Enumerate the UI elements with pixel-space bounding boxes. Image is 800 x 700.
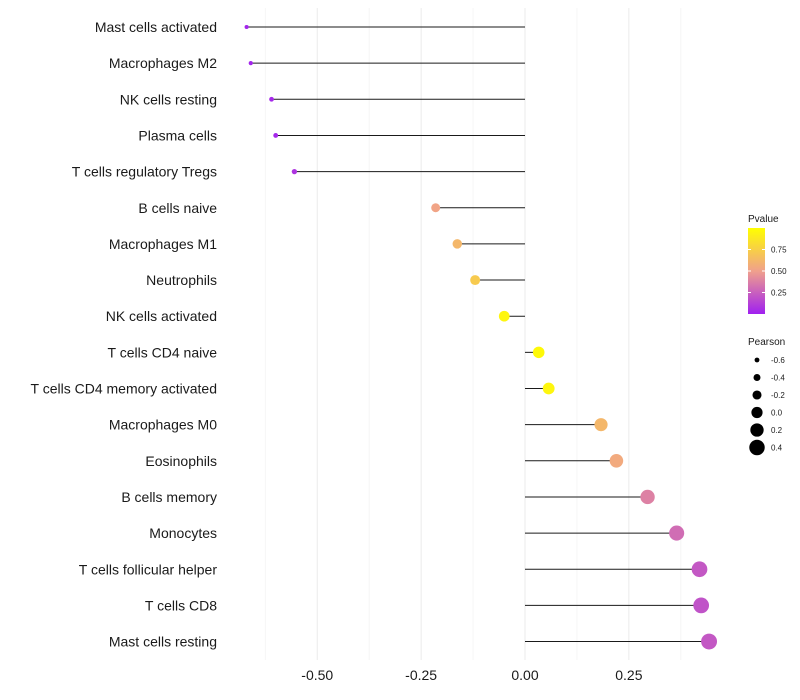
pearson-legend-dot xyxy=(753,374,761,381)
y-axis-label: NK cells resting xyxy=(120,91,217,107)
lollipop-point xyxy=(640,489,655,505)
pvalue-colorbar xyxy=(748,228,765,314)
x-tick-label: 0.00 xyxy=(511,667,538,683)
pvalue-legend-label: 0.75 xyxy=(771,246,787,255)
y-axis-label: Plasma cells xyxy=(138,127,217,143)
lollipop-point xyxy=(244,24,249,30)
y-axis-label: T cells CD8 xyxy=(145,597,217,613)
lollipop-point xyxy=(693,597,710,614)
y-axis-label: B cells memory xyxy=(121,489,217,505)
lollipop-points xyxy=(244,24,718,650)
pvalue-legend-label: 0.25 xyxy=(771,289,787,298)
lollipop-point xyxy=(532,346,545,359)
pearson-legend-label: 0.0 xyxy=(771,409,783,418)
pearson-legend-label: 0.4 xyxy=(771,444,783,453)
y-axis-label: Eosinophils xyxy=(145,453,217,469)
pearson-legend-label: -0.4 xyxy=(771,374,785,383)
pearson-legend-label: -0.6 xyxy=(771,356,785,365)
lollipop-point xyxy=(701,633,718,650)
lollipop-point xyxy=(470,275,481,286)
lollipop-point xyxy=(248,61,253,66)
y-axis-label: T cells follicular helper xyxy=(79,561,218,577)
lollipop-point xyxy=(669,525,685,541)
pearson-legend-dot xyxy=(752,390,762,400)
y-axis-label: T cells CD4 naive xyxy=(108,344,218,360)
pearson-legend-label: 0.2 xyxy=(771,426,783,435)
lollipop-point xyxy=(691,561,708,578)
y-axis-label: Mast cells resting xyxy=(109,634,217,650)
lollipop-point xyxy=(273,133,279,138)
pearson-legend-label: -0.2 xyxy=(771,391,785,400)
lollipop-point xyxy=(431,203,441,213)
lollipop-point xyxy=(291,168,298,175)
pearson-legend-title: Pearson xyxy=(748,337,785,348)
y-axis-label: T cells regulatory Tregs xyxy=(72,164,217,180)
pearson-legend: Pearson -0.6 -0.4 -0.2 0.0 0.2 0.4 xyxy=(748,337,785,456)
x-tick-label: 0.25 xyxy=(615,667,642,683)
lollipop-point xyxy=(609,454,624,468)
y-axis-label: Macrophages M2 xyxy=(109,55,217,71)
lollipop-point xyxy=(498,310,510,322)
y-axis-label: Macrophages M0 xyxy=(109,417,217,433)
lollipop-point xyxy=(542,382,555,395)
y-axis-label: Macrophages M1 xyxy=(109,236,217,252)
lollipop-point xyxy=(269,96,274,102)
pearson-legend-dot xyxy=(751,406,763,419)
y-axis-label: Neutrophils xyxy=(146,272,217,288)
x-tick-label: -0.25 xyxy=(405,667,437,683)
x-axis-tick-labels: -0.50 -0.25 0.00 0.25 xyxy=(301,667,642,683)
pvalue-legend-label: 0.50 xyxy=(771,267,787,276)
lollipop-point xyxy=(452,239,463,249)
lollipop-point xyxy=(594,418,608,432)
y-axis-label: Mast cells activated xyxy=(95,19,217,35)
pvalue-legend-title: Pvalue xyxy=(748,214,779,225)
y-axis-label: Monocytes xyxy=(149,525,217,541)
y-axis-label: T cells CD4 memory activated xyxy=(31,381,217,397)
y-axis-label: B cells naive xyxy=(138,200,217,216)
x-tick-label: -0.50 xyxy=(301,667,333,683)
pearson-legend-dot xyxy=(749,439,765,456)
y-axis-labels: Mast cells activated Macrophages M2 NK cel… xyxy=(31,19,218,650)
pvalue-legend: Pvalue 0.75 0.50 0.25 xyxy=(748,214,787,314)
y-axis-label: NK cells activated xyxy=(106,308,217,324)
pearson-legend-dot xyxy=(754,357,760,363)
pearson-legend-dot xyxy=(750,423,764,437)
lollipop-stems xyxy=(246,26,710,643)
grid-lines xyxy=(264,8,682,660)
